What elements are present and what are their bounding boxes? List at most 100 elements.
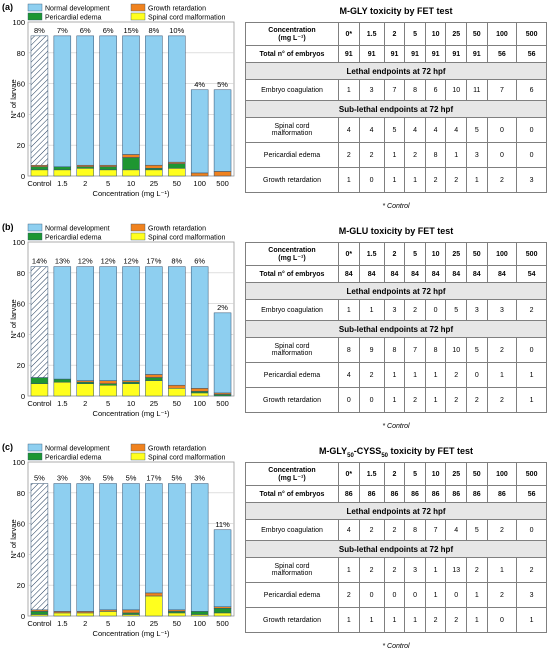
embryo-coagulation-label: Embryo coagulation [245, 519, 339, 541]
total-embryos-value: 86 [383, 485, 406, 503]
bar-segment-spinal-cord-malformation [53, 612, 72, 617]
bar-segment-spinal-cord-malformation [168, 168, 186, 177]
percent-label: 4% [194, 80, 205, 89]
growth-row: Growth retardation 1 1 1 1 2 2 1 0 1 [245, 607, 547, 633]
bar-segment-spinal-cord-malformation [76, 168, 94, 177]
embryo-coagulation-value: 6 [424, 79, 447, 101]
total-embryos-row: Total n° of embryos 86 86 86 86 86 86 86 86 56 [245, 485, 547, 503]
growth-retardation-value: 0 [338, 387, 360, 413]
panel-label: (b) [2, 222, 14, 232]
table-title: M-GLU toxicity by FET test [246, 226, 546, 236]
concentration-value: 500 [516, 242, 547, 266]
growth-retardation-value: 3 [516, 167, 547, 193]
bar-segment-spinal-cord-malformation [76, 612, 94, 617]
title-part: M-GLY toxicity by FET test [339, 6, 453, 16]
spinal-cord-malformation-value: 13 [445, 557, 467, 583]
x-tick-label: 50 [173, 619, 181, 628]
bar-segment-normal-development [99, 266, 117, 381]
bar-segment-normal-development [122, 266, 140, 381]
x-tick-label: 10 [127, 399, 135, 408]
spinal-label-line2: malformation [271, 570, 313, 577]
title-part: M-GLY [318, 446, 348, 456]
spinal-cord-malformation-value: 0 [516, 117, 547, 143]
total-embryos-value: 56 [516, 45, 547, 63]
pericardial-edema-value: 0 [486, 142, 518, 168]
y-tick-label: 40 [17, 330, 25, 339]
total-embryos-value: 86 [486, 485, 518, 503]
table-title: M-GLY toxicity by FET test [246, 6, 546, 16]
x-tick-label: 1.5 [57, 179, 67, 188]
growth-retardation-value: 1 [383, 167, 406, 193]
pericardial-row: Pericardial edema 2 2 1 2 8 1 3 0 0 [245, 142, 547, 168]
concentration-value: 1.5 [358, 242, 385, 266]
x-axis-label: Concentration (mg L⁻¹) [93, 409, 170, 418]
bar-segment-normal-development [30, 483, 49, 611]
legend-label: Spinal cord malformation [148, 455, 226, 462]
bar-segment-spinal-cord-malformation [213, 612, 232, 617]
legend-swatch [27, 452, 43, 461]
percent-label: 12% [123, 257, 138, 266]
percent-label: 10% [169, 26, 184, 35]
title-part: -CYSS [353, 446, 382, 456]
growth-retardation-value: 1 [516, 607, 547, 633]
growth-retardation-value: 2 [404, 387, 426, 413]
concentration-value: 0* [338, 22, 360, 46]
spinal-cord-malformation-value: 4 [424, 117, 447, 143]
pericardial-edema-value: 1 [516, 362, 547, 388]
total-embryos-value: 86 [358, 485, 385, 503]
y-tick-label: 80 [17, 269, 25, 278]
spinal-row: Spinal cord malformation 4 4 5 4 4 4 5 0 0 [245, 117, 547, 143]
lethal-endpoints-header: Lethal endpoints at 72 hpf [245, 62, 547, 80]
panel-label: (c) [2, 442, 13, 452]
bar-segment-growth-retardation [99, 380, 117, 384]
growth-retardation-value: 2 [486, 167, 518, 193]
spinal-cord-malformation-value: 2 [383, 557, 406, 583]
bar-segment-growth-retardation [145, 374, 163, 378]
total-embryos-value: 91 [358, 45, 385, 63]
growth-retardation-value: 2 [466, 387, 488, 413]
x-tick-label: 25 [150, 399, 158, 408]
bar-segment-normal-development [213, 529, 232, 608]
table-header-row: Concentration (mg L⁻¹) 0* 1.5 2 5 10 25 50 100 500 [245, 22, 547, 46]
y-tick-label: 60 [17, 300, 25, 309]
legend-label: Normal development [45, 226, 110, 233]
x-tick-label: 10 [127, 619, 135, 628]
sublethal-section-row: Sub-lethal endpoints at 72 hpf [245, 100, 547, 118]
growth-retardation-value: 1 [516, 387, 547, 413]
concentration-value: 2 [383, 462, 406, 486]
percent-label: 8% [171, 257, 182, 266]
concentration-value: 1.5 [358, 462, 385, 486]
title-part: toxicity by FET test [390, 446, 474, 456]
pericardial-edema-value: 0 [516, 142, 547, 168]
embryo-coagulation-label: Embryo coagulation [245, 79, 339, 101]
x-tick-label: 100 [193, 619, 206, 628]
pericardial-edema-value: 0 [466, 362, 488, 388]
lethal-endpoints-header: Lethal endpoints at 72 hpf [245, 282, 547, 300]
bar-segment-normal-development [53, 266, 72, 380]
sublethal-section-row: Sub-lethal endpoints at 72 hpf [245, 320, 547, 338]
embryo-coagulation-value: 2 [358, 519, 385, 541]
sublethal-endpoints-header: Sub-lethal endpoints at 72 hpf [245, 100, 547, 118]
legend-swatch [130, 223, 146, 232]
x-tick-label: 5 [106, 619, 110, 628]
pericardial-edema-value: 2 [404, 142, 426, 168]
x-tick-label: 25 [150, 179, 158, 188]
y-tick-label: 100 [12, 18, 25, 27]
pericardial-row: Pericardial edema 4 2 1 1 1 2 0 1 1 [245, 362, 547, 388]
bar-segment-normal-development [145, 266, 163, 375]
legend-label: Growth retardation [148, 6, 206, 13]
pericardial-edema-value: 0 [383, 582, 406, 608]
legend-label: Growth retardation [148, 446, 206, 453]
concentration-label: Concentration [268, 246, 316, 254]
spinal-row: Spinal cord malformation 1 2 2 3 1 13 2 1 2 [245, 557, 547, 583]
legend-label: Spinal cord malformation [148, 15, 226, 22]
lethal-section-row: Lethal endpoints at 72 hpf [245, 62, 547, 80]
legend-swatch [27, 443, 43, 452]
concentration-value: 10 [424, 22, 447, 46]
spinal-cord-malformation-value: 7 [404, 337, 426, 363]
embryo-coagulation-value: 2 [404, 299, 426, 321]
concentration-value: 0* [338, 462, 360, 486]
pericardial-edema-value: 1 [466, 582, 488, 608]
bar-segment-normal-development [122, 35, 140, 155]
concentration-value: 100 [486, 242, 518, 266]
